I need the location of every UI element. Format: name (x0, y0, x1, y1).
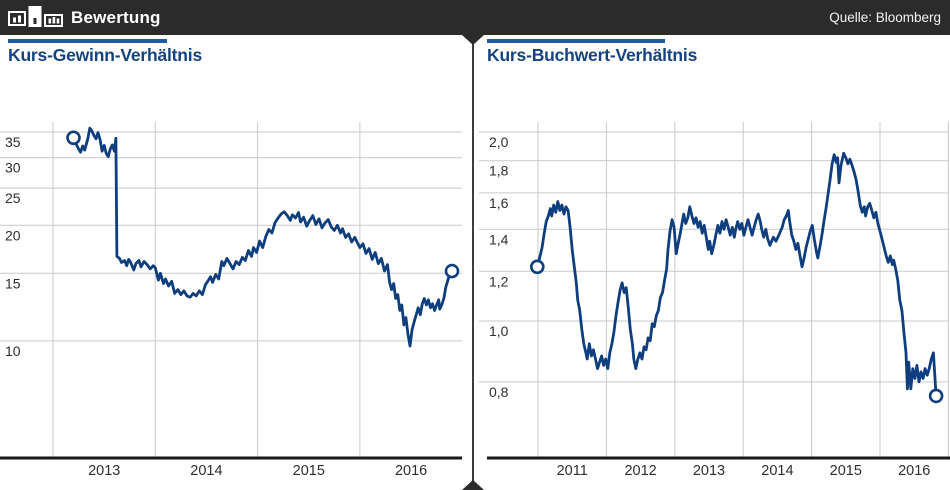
divider-top-arrow (462, 35, 484, 45)
y-tick-label: 1,2 (489, 273, 509, 289)
x-tick-label: 2014 (761, 463, 793, 479)
widget-title: Bewertung (71, 7, 161, 27)
x-tick-label: 2016 (395, 463, 427, 479)
x-tick-label: 2012 (624, 463, 656, 479)
series-line (72, 126, 454, 348)
x-tick-label: 2013 (88, 463, 120, 479)
series-end-marker (444, 263, 460, 279)
left-title-rule (8, 39, 167, 43)
divider-bottom-arrow (462, 480, 484, 490)
x-tick-label: 2015 (830, 463, 862, 479)
y-tick-label: 15 (5, 275, 21, 291)
series-start-marker (529, 259, 545, 275)
y-tick-label: 1,6 (489, 195, 509, 211)
x-tick-label: 2015 (293, 463, 325, 479)
source-label: Quelle: Bloomberg (829, 10, 941, 25)
left-chart-title: Kurs-Gewinn-Verhältnis (8, 45, 202, 65)
right-chart-title: Kurs-Buchwert-Verhältnis (487, 45, 698, 65)
panel-divider (472, 35, 474, 490)
mini-bar-charts-icon (8, 6, 63, 27)
series-line (535, 151, 938, 398)
y-tick-label: 1,8 (489, 163, 509, 179)
y-tick-label: 20 (5, 227, 21, 243)
y-tick-label: 35 (5, 134, 21, 150)
y-tick-label: 0,8 (489, 384, 509, 400)
right-title-rule (487, 39, 665, 43)
y-tick-label: 10 (5, 343, 21, 359)
y-tick-label: 2,0 (489, 134, 509, 150)
y-tick-label: 1,0 (489, 323, 509, 339)
x-tick-label: 2016 (898, 463, 930, 479)
y-tick-label: 1,4 (489, 231, 509, 247)
y-tick-label: 25 (5, 190, 21, 206)
kbv-chart: 2,0 1,8 1,6 1,4 1,2 1,0 0,8 2011 2012 2013 2014 201… (479, 122, 950, 479)
x-tick-label: 2014 (190, 463, 222, 479)
header-bar: Bewertung Quelle: Bloomberg (0, 0, 950, 35)
y-tick-label: 30 (5, 160, 21, 176)
series-start-marker (66, 130, 81, 146)
series-end-marker (928, 388, 944, 404)
x-tick-label: 2013 (693, 463, 725, 479)
x-tick-label: 2011 (557, 463, 588, 479)
